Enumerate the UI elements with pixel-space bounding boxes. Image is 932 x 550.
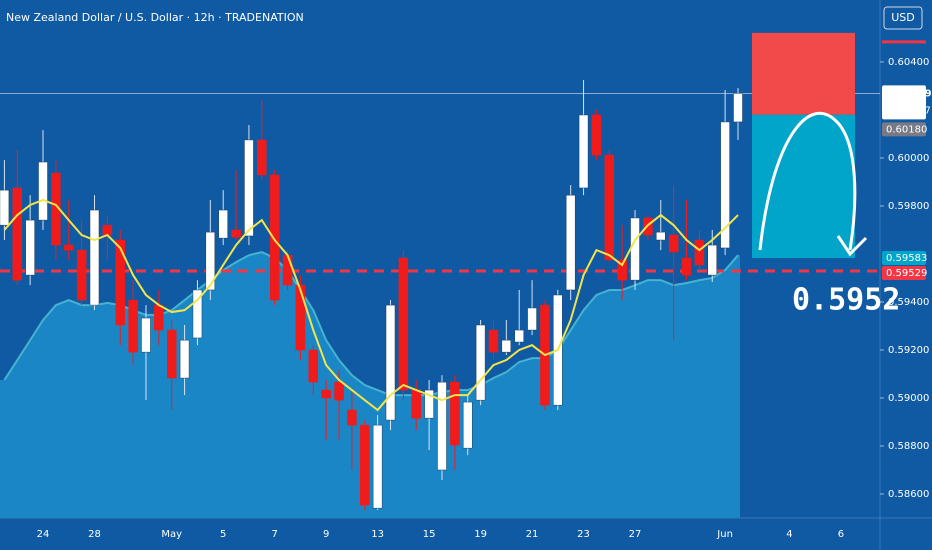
target-price-label: 0.59583	[886, 253, 927, 264]
candle-body	[604, 154, 615, 261]
candle-body	[617, 259, 627, 281]
y-tick-label: 0.59800	[888, 201, 929, 212]
x-tick-label: May	[161, 529, 182, 540]
x-tick-label: 4	[786, 529, 792, 540]
candle-body	[668, 234, 679, 253]
candle-body	[630, 217, 640, 281]
y-tick-label: 0.59000	[888, 393, 929, 404]
target-price-box	[882, 251, 926, 266]
x-tick-label: 28	[88, 529, 101, 540]
x-tick-label: 15	[423, 529, 436, 540]
ma-line	[3, 198, 739, 412]
candle-body	[89, 209, 100, 306]
x-tick-label: 23	[577, 529, 590, 540]
candle-body	[720, 121, 730, 249]
candle-body	[179, 339, 190, 379]
arrow-drawing	[758, 111, 857, 251]
candle-body	[38, 161, 48, 221]
indicator-area-edge	[3, 250, 739, 397]
candle-body	[141, 317, 151, 353]
currency-label[interactable]: USD	[891, 11, 915, 24]
candle-body	[488, 329, 499, 353]
stop-zone	[752, 32, 855, 115]
candle-body	[205, 231, 216, 291]
candle-body	[681, 257, 692, 276]
candle-body	[565, 194, 576, 291]
candle-body	[295, 284, 306, 351]
candle-body	[257, 139, 267, 176]
currency-box[interactable]	[883, 6, 923, 30]
candle-body	[321, 389, 331, 399]
candle-body	[591, 114, 602, 156]
candle-body	[656, 231, 666, 241]
candle-body	[450, 381, 460, 446]
candle-body	[25, 219, 35, 276]
indicator-area	[0, 252, 740, 518]
y-tick-label: 0.60000	[888, 153, 929, 164]
candle-body	[218, 209, 228, 239]
candle-body	[424, 389, 434, 419]
candle-body	[64, 244, 74, 251]
level-price-box	[882, 266, 926, 281]
y-tick-label: 0.59400	[888, 297, 929, 308]
candle-body	[462, 401, 473, 449]
candle-body	[578, 114, 589, 189]
x-tick-label: 13	[371, 529, 384, 540]
entry-price-label: 0.60180	[886, 124, 927, 135]
candle-body	[76, 249, 87, 301]
candle-body	[527, 307, 537, 331]
x-tick-label: 24	[37, 529, 50, 540]
last-price-label: 0.60269	[886, 88, 932, 99]
candle-body	[231, 229, 241, 238]
candle-body	[398, 257, 409, 391]
y-tick-label: 0.58800	[888, 441, 929, 452]
candle-body	[282, 254, 293, 286]
candle-body	[347, 409, 357, 426]
target-zone	[752, 114, 855, 259]
candle-body	[334, 381, 344, 401]
candle-body	[0, 189, 10, 226]
candle-body	[475, 324, 486, 401]
arrow-head	[836, 235, 868, 257]
candle-body	[733, 93, 743, 123]
y-tick-label: 0.58600	[888, 489, 929, 500]
level-annotation: 0.5952	[792, 283, 900, 318]
candle-body	[244, 139, 254, 237]
candle-body	[128, 299, 138, 353]
y-tick-label: 0.59200	[888, 345, 929, 356]
entry-price-box	[882, 122, 926, 137]
candle-body	[707, 244, 717, 276]
x-tick-label: 27	[629, 529, 642, 540]
candle-body	[372, 424, 383, 509]
candle-body	[308, 349, 319, 383]
candle-body	[411, 389, 421, 419]
x-tick-label: 19	[474, 529, 487, 540]
candle-body	[360, 424, 370, 506]
candle-body	[154, 304, 164, 331]
candle-body	[12, 187, 23, 281]
candle-body	[115, 239, 125, 326]
candle-body	[102, 224, 113, 236]
candle-body	[269, 174, 280, 301]
candle-body	[694, 239, 705, 266]
countdown-label: 06:45:17	[886, 105, 931, 116]
candle-body	[166, 329, 177, 379]
y-tick-label: 0.60400	[888, 57, 929, 68]
x-tick-label: 7	[271, 529, 277, 540]
candle-body	[514, 329, 524, 343]
level-price-label: 0.59529	[886, 268, 927, 279]
last-price-box	[882, 85, 926, 120]
x-tick-label: 5	[220, 529, 226, 540]
candle-body	[501, 339, 512, 353]
candle-body	[192, 289, 203, 339]
x-tick-label: 6	[838, 529, 844, 540]
candle-body	[385, 304, 396, 421]
x-tick-label: 9	[323, 529, 329, 540]
candle-body	[437, 381, 447, 471]
chart-title: New Zealand Dollar / U.S. Dollar · 12h ·…	[6, 11, 304, 24]
x-tick-label: Jun	[716, 529, 733, 540]
x-tick-label: 21	[526, 529, 539, 540]
